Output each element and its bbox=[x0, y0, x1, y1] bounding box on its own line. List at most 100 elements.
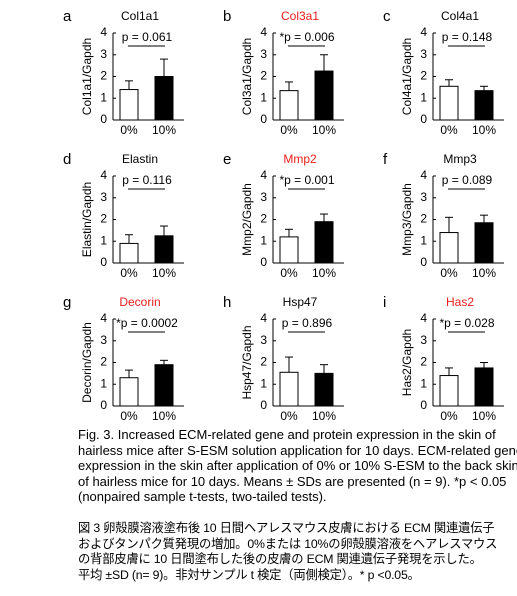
panel-title: Col4a1 bbox=[441, 9, 479, 23]
y-tick-label: 3 bbox=[100, 47, 107, 61]
x-tick-label: 0% bbox=[120, 409, 138, 423]
bar bbox=[439, 85, 459, 121]
caption-line: hairless mice after S-ESM solution appli… bbox=[78, 442, 517, 458]
y-tick-label: 4 bbox=[420, 168, 427, 182]
y-tick-label: 4 bbox=[100, 311, 107, 325]
y-axis-label: Col4a1/Gapdh bbox=[400, 38, 414, 115]
y-tick-label: 4 bbox=[100, 168, 107, 182]
x-tick-label: 10% bbox=[312, 409, 336, 423]
y-tick-label: 0 bbox=[420, 112, 427, 126]
y-tick-label: 2 bbox=[260, 355, 267, 369]
significance-label: p = 0.061 bbox=[122, 30, 173, 44]
panel: d Elastin Elastin/Gapdh 0 1 2 3 4 0% 10% p = 0.116 bbox=[63, 151, 184, 280]
y-tick-label: 2 bbox=[420, 355, 427, 369]
y-tick-label: 3 bbox=[420, 333, 427, 347]
y-tick-label: 1 bbox=[420, 90, 427, 104]
y-tick-label: 4 bbox=[420, 25, 427, 39]
y-tick-label: 4 bbox=[100, 25, 107, 39]
panel: h Hsp47 Hsp47/Gapdh 0 1 2 3 4 0% 10% p = 0.896 bbox=[223, 294, 344, 423]
y-axis-label: Elastin/Gapdh bbox=[80, 182, 94, 257]
panel-letter: g bbox=[63, 294, 71, 311]
y-tick-label: 1 bbox=[100, 376, 107, 390]
significance-label: p = 0.148 bbox=[442, 30, 493, 44]
y-tick-label: 0 bbox=[260, 398, 267, 412]
caption-line: 図 3 卵殻膜溶液塗布後 10 日間ヘアレスマウス皮膚における ECM 関連遺伝… bbox=[78, 521, 495, 535]
y-tick-label: 4 bbox=[260, 168, 267, 182]
caption-line: of hairless mice for 10 days. Means ± SD… bbox=[78, 473, 507, 489]
y-tick-label: 2 bbox=[100, 69, 107, 83]
y-tick-label: 3 bbox=[260, 47, 267, 61]
panel-title: Col1a1 bbox=[121, 9, 159, 23]
x-tick-label: 0% bbox=[440, 266, 458, 280]
panel: e Mmp2 Mmp2/Gapdh 0 1 2 3 4 0% 10% *p = 0.001 bbox=[223, 151, 344, 280]
y-tick-label: 0 bbox=[260, 255, 267, 269]
caption-line: 平均 ±SD (n= 9)。非対サンプル t 検定（両側検定）。* p <0.0… bbox=[78, 567, 420, 582]
x-tick-label: 0% bbox=[280, 409, 298, 423]
y-tick-label: 4 bbox=[260, 311, 267, 325]
y-tick-label: 3 bbox=[420, 47, 427, 61]
y-axis-label: Mmp3/Gapdh bbox=[400, 183, 414, 256]
y-tick-label: 1 bbox=[100, 233, 107, 247]
bar bbox=[474, 222, 494, 264]
y-tick-label: 3 bbox=[420, 190, 427, 204]
bar bbox=[154, 76, 174, 121]
bar bbox=[474, 90, 494, 121]
panel-title: Elastin bbox=[122, 152, 158, 166]
y-tick-label: 2 bbox=[420, 212, 427, 226]
y-tick-label: 3 bbox=[260, 333, 267, 347]
significance-label: *p = 0.0002 bbox=[116, 316, 178, 330]
y-tick-label: 1 bbox=[100, 90, 107, 104]
y-tick-label: 1 bbox=[420, 376, 427, 390]
y-tick-label: 4 bbox=[260, 25, 267, 39]
bar bbox=[119, 242, 139, 264]
y-tick-label: 1 bbox=[260, 90, 267, 104]
bar bbox=[119, 89, 139, 121]
x-tick-label: 0% bbox=[440, 123, 458, 137]
bar bbox=[279, 371, 299, 407]
panel-title: Decorin bbox=[119, 295, 160, 309]
x-tick-label: 10% bbox=[152, 123, 176, 137]
y-tick-label: 1 bbox=[260, 233, 267, 247]
x-tick-label: 0% bbox=[280, 123, 298, 137]
y-axis-label: Has2/Gapdh bbox=[400, 329, 414, 396]
y-axis-label: Hsp47/Gapdh bbox=[240, 325, 254, 399]
panel-letter: a bbox=[63, 8, 72, 25]
y-tick-label: 3 bbox=[100, 333, 107, 347]
y-tick-label: 1 bbox=[260, 376, 267, 390]
y-axis-label: Decorin/Gapdh bbox=[80, 322, 94, 403]
bar bbox=[314, 372, 334, 407]
significance-label: p = 0.116 bbox=[122, 173, 172, 187]
caption-line: (nonpaired sample t-tests, two-tailed te… bbox=[78, 489, 327, 504]
x-tick-label: 0% bbox=[120, 123, 138, 137]
panel-letter: h bbox=[223, 294, 231, 311]
y-tick-label: 2 bbox=[100, 355, 107, 369]
panel-letter: e bbox=[223, 151, 231, 168]
caption-line: expression in the skin after application… bbox=[78, 458, 517, 473]
y-tick-label: 0 bbox=[100, 112, 107, 126]
y-tick-label: 0 bbox=[420, 255, 427, 269]
y-tick-label: 2 bbox=[420, 69, 427, 83]
y-tick-label: 0 bbox=[420, 398, 427, 412]
bar bbox=[439, 375, 459, 407]
significance-label: p = 0.089 bbox=[442, 173, 493, 187]
bar bbox=[314, 221, 334, 264]
caption-en: Fig. 3. Increased ECM-related gene and p… bbox=[78, 427, 517, 505]
x-tick-label: 10% bbox=[472, 266, 496, 280]
y-tick-label: 1 bbox=[420, 233, 427, 247]
y-tick-label: 0 bbox=[260, 112, 267, 126]
panel-letter: d bbox=[63, 151, 71, 168]
bar bbox=[439, 232, 459, 264]
bar bbox=[154, 235, 174, 264]
panel-letter: f bbox=[383, 151, 388, 168]
x-tick-label: 10% bbox=[312, 266, 336, 280]
bar bbox=[474, 367, 494, 407]
panel: f Mmp3 Mmp3/Gapdh 0 1 2 3 4 0% 10% p = 0.089 bbox=[383, 151, 504, 280]
significance-label: p = 0.896 bbox=[282, 316, 333, 330]
panel-title: Col3a1 bbox=[281, 9, 319, 23]
y-tick-label: 0 bbox=[100, 255, 107, 269]
x-tick-label: 10% bbox=[472, 123, 496, 137]
y-tick-label: 2 bbox=[100, 212, 107, 226]
x-tick-label: 0% bbox=[440, 409, 458, 423]
